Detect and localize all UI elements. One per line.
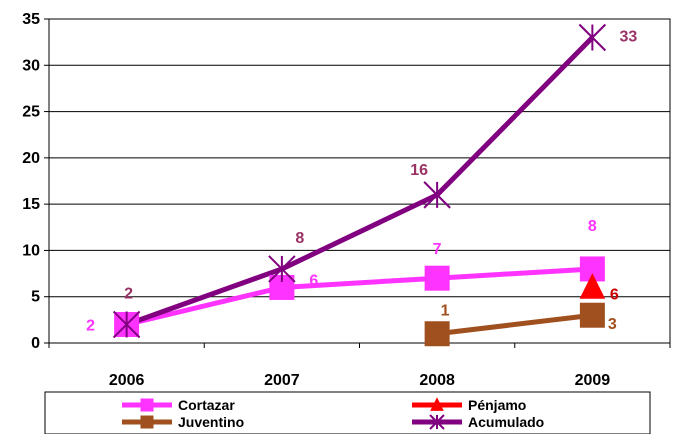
- data-point-acumulado: [578, 23, 607, 52]
- legend-item: Pénjamo: [412, 397, 526, 413]
- legend-label: Acumulado: [468, 414, 544, 430]
- axes: 0 5 10 15 20 25 30 35 2006 2007 2008 2009: [22, 11, 671, 389]
- series-line-juventino: [436, 312, 593, 337]
- legend-box: [44, 391, 651, 434]
- y-tick-label: 30: [22, 57, 40, 74]
- data-label: 16: [410, 162, 428, 179]
- legend-marker: [140, 415, 154, 429]
- data-label: 6: [309, 272, 318, 289]
- x-tick-label: 2008: [419, 372, 455, 389]
- legend-item: Cortazar: [122, 397, 235, 413]
- y-tick-label: 35: [22, 11, 40, 28]
- series-line-cortazar: [126, 266, 593, 327]
- legend-marker: [429, 414, 445, 430]
- data-label: 7: [433, 241, 442, 258]
- data-point-juventino: [579, 302, 605, 328]
- legend-label: Pénjamo: [468, 397, 526, 413]
- data-labels: 2 6 7 8 6 1 3 2 8 16 33: [86, 29, 637, 335]
- data-point-cortazar: [424, 265, 450, 291]
- legend-marker: [430, 397, 444, 411]
- data-label: 2: [124, 285, 133, 302]
- plot-area-frame: [48, 18, 671, 344]
- y-tick-label: 0: [31, 335, 40, 352]
- data-point-acumulado: [112, 310, 141, 339]
- y-tick-label: 5: [31, 289, 40, 306]
- y-tick-label: 15: [22, 196, 40, 213]
- data-label: 33: [619, 29, 637, 46]
- data-label: 2: [86, 317, 95, 334]
- grid-lines: [49, 18, 670, 298]
- data-point-acumulado: [268, 255, 296, 283]
- x-tick-label: 2007: [264, 372, 300, 389]
- data-label: 8: [295, 230, 304, 247]
- data-label: 8: [588, 218, 597, 235]
- data-label: 3: [608, 316, 617, 333]
- data-point-acumulado: [423, 181, 451, 209]
- y-tick-label: 25: [22, 104, 40, 121]
- series-line-acumulado: [125, 35, 595, 327]
- x-tick-label: 2009: [575, 372, 611, 389]
- legend: Cortazar Pénjamo Juventino Acumulado: [44, 391, 651, 434]
- y-tick-label: 10: [22, 242, 40, 259]
- legend-marker: [140, 398, 154, 412]
- data-label: 1: [441, 303, 450, 320]
- legend-label: Cortazar: [178, 397, 235, 413]
- legend-item: Juventino: [122, 414, 244, 430]
- legend-label: Juventino: [178, 414, 244, 430]
- legend-item: Acumulado: [412, 414, 544, 430]
- data-label: 6: [610, 286, 619, 303]
- data-point-juventino: [424, 321, 450, 347]
- data-point-p-njamo: [579, 273, 606, 299]
- x-tick-label: 2006: [109, 372, 145, 389]
- y-tick-label: 20: [22, 150, 40, 167]
- series-lines: [112, 23, 607, 347]
